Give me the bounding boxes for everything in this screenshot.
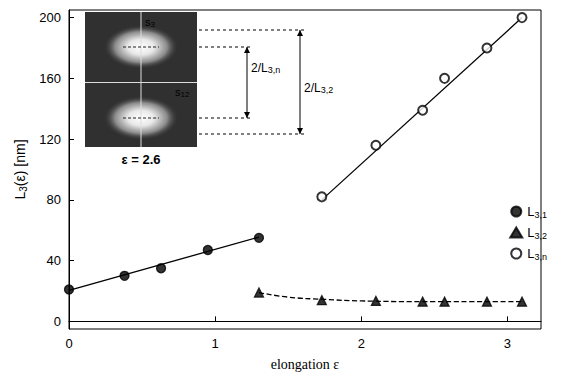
svg-text:L: L [527,246,534,261]
svg-text:L: L [12,192,28,200]
svg-text:elongation ε: elongation ε [271,357,340,372]
svg-text:L: L [527,204,534,219]
svg-text:3: 3 [504,336,511,351]
svg-text:(ε) [nm]: (ε) [nm] [12,139,28,186]
svg-text:3,n: 3,n [534,252,547,262]
svg-text:200: 200 [39,10,61,25]
svg-text:L: L [527,225,534,240]
svg-text:2/L: 2/L [251,61,268,75]
svg-text:12: 12 [181,90,190,99]
svg-text:80: 80 [47,192,61,207]
svg-text:3: 3 [151,20,156,29]
svg-text:1: 1 [212,336,219,351]
svg-text:ε = 2.6: ε = 2.6 [121,152,160,167]
svg-text:3,n: 3,n [268,65,281,75]
svg-text:40: 40 [47,253,61,268]
svg-text:3,1: 3,1 [534,210,547,220]
svg-text:0: 0 [65,336,72,351]
svg-text:2: 2 [358,336,365,351]
svg-text:s: s [145,15,151,28]
svg-text:160: 160 [39,71,61,86]
svg-text:3: 3 [17,186,29,192]
svg-text:120: 120 [39,132,61,147]
svg-text:3,2: 3,2 [321,85,334,95]
svg-text:2/L: 2/L [304,81,321,95]
svg-text:3,2: 3,2 [534,231,547,241]
svg-text:s: s [175,86,181,98]
svg-text:0: 0 [54,314,61,329]
